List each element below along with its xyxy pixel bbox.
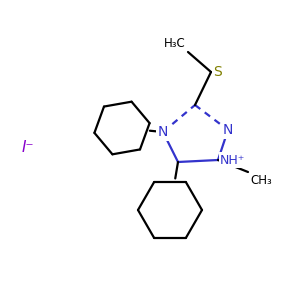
Text: I⁻: I⁻ bbox=[22, 140, 34, 155]
Text: H₃C: H₃C bbox=[164, 37, 186, 50]
Text: NH⁺: NH⁺ bbox=[220, 154, 245, 166]
Text: N: N bbox=[158, 125, 168, 139]
Text: S: S bbox=[213, 65, 222, 79]
Text: CH₃: CH₃ bbox=[250, 174, 272, 187]
Text: N: N bbox=[223, 123, 233, 137]
